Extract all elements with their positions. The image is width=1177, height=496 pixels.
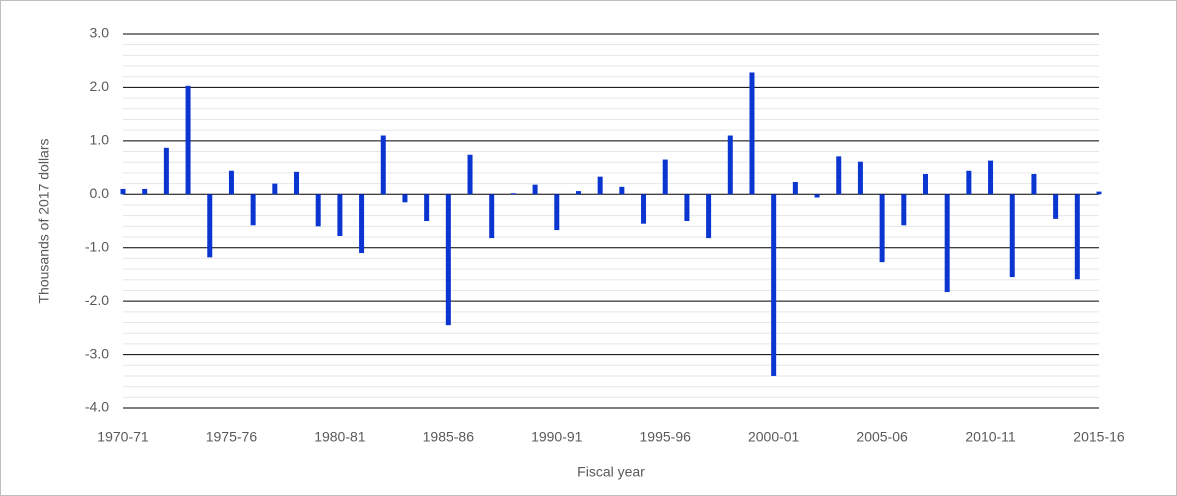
bar — [1053, 194, 1059, 219]
bar — [489, 194, 495, 239]
bar — [575, 191, 581, 195]
bar — [662, 159, 668, 195]
bar — [250, 194, 256, 226]
bar — [706, 194, 712, 239]
bar — [554, 194, 560, 231]
y-tick-label: -2.0 — [85, 292, 109, 308]
bar — [597, 176, 603, 195]
x-axis-label: Fiscal year — [577, 464, 645, 480]
bar — [272, 183, 278, 195]
bar — [966, 170, 972, 195]
bar — [120, 188, 126, 195]
bar — [185, 85, 191, 195]
bar — [359, 194, 365, 254]
bar — [163, 147, 169, 195]
bar — [467, 154, 473, 195]
bar — [901, 194, 907, 226]
bar — [228, 170, 234, 195]
x-tick-label: 2010-11 — [965, 429, 1016, 445]
bar — [727, 135, 733, 195]
bar — [445, 194, 451, 326]
y-tick-label: 1.0 — [90, 132, 110, 148]
bar — [619, 186, 625, 195]
bar — [988, 160, 994, 195]
bar — [402, 194, 408, 203]
bar — [1096, 191, 1102, 195]
y-tick-label: 2.0 — [90, 78, 110, 94]
bar — [1074, 194, 1080, 280]
bar — [922, 173, 928, 195]
bar — [207, 194, 213, 258]
bar — [1009, 194, 1015, 278]
x-tick-label: 2000-01 — [748, 429, 800, 445]
bar — [315, 194, 321, 227]
x-tick-label: 1980-81 — [314, 429, 366, 445]
x-tick-label: 2015-16 — [1073, 429, 1125, 445]
y-axis-label: Thousands of 2017 dollars — [36, 139, 52, 304]
bar — [836, 156, 842, 195]
bar — [749, 72, 755, 195]
bar — [879, 194, 885, 263]
bar — [380, 135, 386, 195]
bar — [641, 194, 647, 224]
x-tick-label: 1975-76 — [206, 429, 258, 445]
x-tick-label: 1990-91 — [531, 429, 583, 445]
bar — [944, 194, 950, 293]
bar — [424, 194, 430, 221]
x-tick-label: 2005-06 — [856, 429, 908, 445]
y-tick-label: -1.0 — [85, 238, 109, 254]
bar — [532, 184, 538, 195]
bar — [771, 194, 777, 376]
y-tick-label: 0.0 — [90, 185, 110, 201]
y-tick-label: 3.0 — [90, 25, 110, 41]
bar — [142, 188, 148, 195]
y-tick-label: -3.0 — [85, 345, 109, 361]
x-tick-label: 1970-71 — [97, 429, 149, 445]
x-tick-label: 1985-86 — [423, 429, 475, 445]
y-tick-label: -4.0 — [85, 399, 109, 415]
bar — [294, 171, 300, 195]
x-tick-label: 1995-96 — [640, 429, 692, 445]
bar — [684, 194, 690, 221]
bar — [857, 161, 863, 195]
bar — [814, 194, 820, 198]
bar — [510, 193, 516, 195]
bar — [1031, 173, 1037, 195]
bar — [337, 194, 343, 236]
bar — [792, 181, 798, 195]
minor-grid — [123, 44, 1099, 398]
